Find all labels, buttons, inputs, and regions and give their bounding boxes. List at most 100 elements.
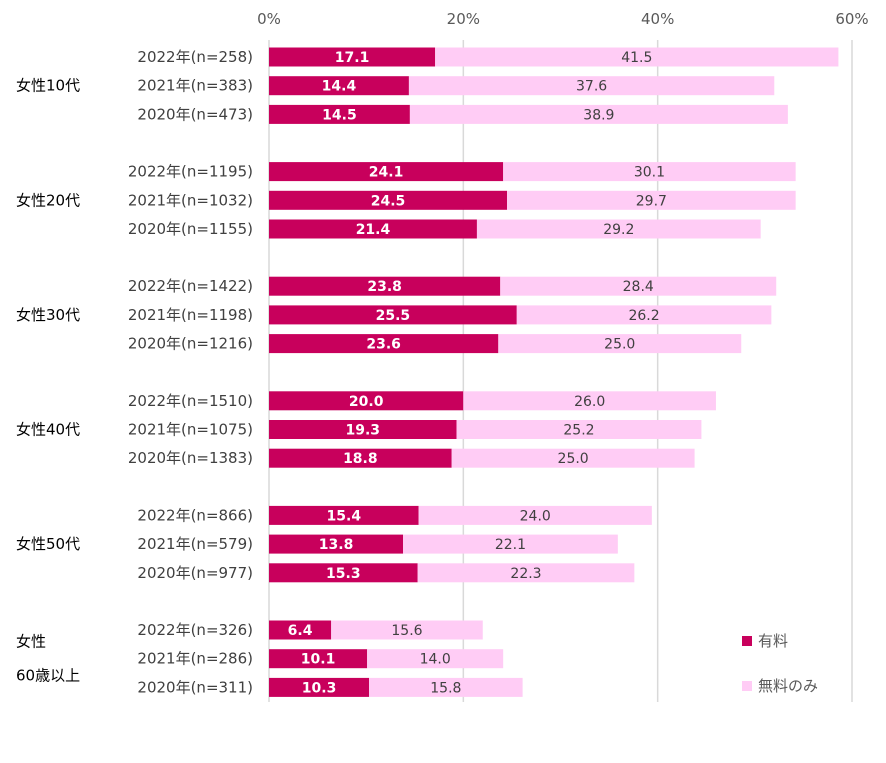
bar-free xyxy=(403,534,618,554)
bar-paid xyxy=(269,190,508,210)
group-label: 女性30代 xyxy=(16,306,80,324)
row-label: 2022年(n=1510) xyxy=(128,392,253,410)
legend-swatch xyxy=(742,636,752,646)
data-label-paid: 13.8 xyxy=(319,537,354,553)
data-label-paid: 24.1 xyxy=(369,165,404,181)
bar-free xyxy=(435,47,839,67)
data-label-free: 24.0 xyxy=(520,508,551,524)
bar-paid xyxy=(269,420,457,439)
row-label: 2022年(n=1195) xyxy=(128,163,253,181)
row-label: 2020年(n=1216) xyxy=(128,335,253,353)
bar-paid xyxy=(269,305,517,325)
row-label: 2021年(n=383) xyxy=(137,77,253,95)
bar-paid xyxy=(269,677,370,697)
bar-free xyxy=(463,391,716,411)
group-label: 女性20代 xyxy=(16,191,80,209)
bar-free xyxy=(408,76,775,96)
row-label: 2021年(n=1032) xyxy=(128,191,253,209)
group-label: 女性10代 xyxy=(16,77,80,95)
bar-paid xyxy=(269,620,332,640)
bar-paid xyxy=(269,649,368,669)
bar-free xyxy=(417,563,635,583)
legend-swatch xyxy=(742,681,752,691)
row-label: 2020年(n=311) xyxy=(137,678,253,696)
data-label-paid: 25.5 xyxy=(376,308,411,324)
bar-free xyxy=(500,276,777,296)
bars: 17.1 41.5 14.4 37.6 14.5 38.9 24.1 30.1 24.5 29.7… xyxy=(269,47,839,697)
row-label: 2020年(n=473) xyxy=(137,105,253,123)
data-label-free: 15.6 xyxy=(391,623,422,639)
bar-free xyxy=(476,219,761,239)
row-label: 2022年(n=1422) xyxy=(128,277,253,295)
gridlines xyxy=(268,40,853,702)
row-label: 2021年(n=286) xyxy=(137,650,253,668)
data-label-free: 28.4 xyxy=(623,279,654,295)
data-label-free: 26.2 xyxy=(628,308,659,324)
data-label-paid: 19.3 xyxy=(345,423,380,439)
bar-paid xyxy=(269,391,464,411)
row-label: 2021年(n=1198) xyxy=(128,306,253,324)
row-label: 2022年(n=258) xyxy=(137,48,253,66)
bar-paid xyxy=(269,334,499,354)
bar-paid xyxy=(269,505,419,525)
group-label: 女性40代 xyxy=(16,421,80,439)
bar-free xyxy=(498,334,742,354)
data-label-paid: 15.4 xyxy=(327,508,362,524)
group-label: 60歳以上 xyxy=(16,667,80,685)
bar-free xyxy=(331,620,483,640)
row-label: 2021年(n=579) xyxy=(137,535,253,553)
data-label-paid: 10.3 xyxy=(302,680,337,696)
data-label-free: 30.1 xyxy=(634,165,665,181)
data-label-free: 26.0 xyxy=(574,394,605,410)
bar-free xyxy=(516,305,772,325)
x-tick-label: 60% xyxy=(835,10,868,28)
data-label-free: 41.5 xyxy=(621,50,652,66)
data-label-paid: 20.0 xyxy=(349,394,384,410)
row-label: 2020年(n=1383) xyxy=(128,449,253,467)
bar-free xyxy=(456,420,702,439)
data-label-paid: 6.4 xyxy=(288,623,313,639)
x-tick-label: 0% xyxy=(257,10,281,28)
data-label-free: 25.2 xyxy=(563,423,594,439)
row-label: 2021年(n=1075) xyxy=(128,421,253,439)
bar-paid xyxy=(269,162,504,182)
data-label-paid: 15.3 xyxy=(326,566,361,582)
bar-paid xyxy=(269,47,436,67)
bar-paid xyxy=(269,276,501,296)
data-label-paid: 23.8 xyxy=(367,279,402,295)
x-axis-ticks: 0% 20% 40% 60% xyxy=(257,10,869,28)
bar-paid xyxy=(269,104,410,124)
legend-label: 有料 xyxy=(758,632,788,650)
row-label: 2022年(n=866) xyxy=(137,506,253,524)
bar-free xyxy=(503,162,796,182)
group-label: 女性 xyxy=(16,633,46,651)
data-label-paid: 21.4 xyxy=(356,222,391,238)
data-label-free: 22.3 xyxy=(510,566,541,582)
legend-label: 無料のみ xyxy=(758,677,818,695)
data-label-free: 29.7 xyxy=(636,193,667,209)
row-label: 2020年(n=977) xyxy=(137,564,253,582)
bar-free xyxy=(507,190,796,210)
data-label-paid: 14.4 xyxy=(322,79,357,95)
data-label-free: 29.2 xyxy=(603,222,634,238)
row-label: 2020年(n=1155) xyxy=(128,220,253,238)
bar-free xyxy=(367,649,504,669)
data-label-paid: 18.8 xyxy=(343,451,378,467)
data-label-paid: 17.1 xyxy=(335,50,370,66)
data-label-paid: 14.5 xyxy=(322,107,357,123)
group-label: 女性50代 xyxy=(16,535,80,553)
data-label-free: 22.1 xyxy=(495,537,526,553)
data-label-paid: 23.6 xyxy=(366,337,401,353)
x-tick-label: 20% xyxy=(447,10,480,28)
data-label-free: 38.9 xyxy=(583,107,614,123)
bar-free xyxy=(451,448,695,468)
data-label-free: 25.0 xyxy=(604,337,635,353)
data-label-paid: 10.1 xyxy=(301,652,336,668)
x-tick-label: 40% xyxy=(641,10,674,28)
bar-paid xyxy=(269,563,418,583)
bar-free xyxy=(418,505,652,525)
row-label: 2022年(n=326) xyxy=(137,621,253,639)
data-label-free: 14.0 xyxy=(420,652,451,668)
category-labels: 女性10代 2022年(n=258) 2021年(n=383) 2020年(n=473… xyxy=(16,48,253,696)
